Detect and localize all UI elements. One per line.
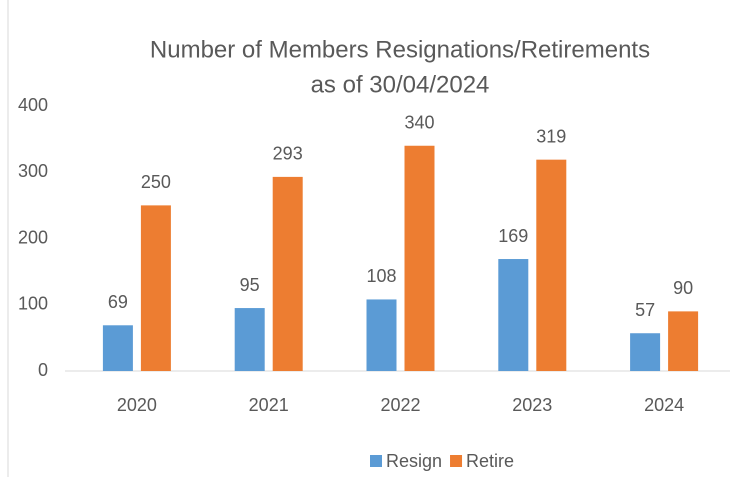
bar <box>102 325 133 371</box>
bar <box>630 333 661 371</box>
legend-swatch <box>370 455 382 467</box>
data-label: 293 <box>273 144 303 164</box>
legend-label: Resign <box>386 451 442 471</box>
data-label: 57 <box>635 300 655 320</box>
data-label: 250 <box>141 172 171 192</box>
x-tick-label: 2021 <box>249 395 289 415</box>
bar <box>536 159 567 371</box>
data-label: 90 <box>673 278 693 298</box>
legend-swatch <box>450 455 463 467</box>
y-tick-label: 300 <box>18 161 48 181</box>
data-label: 340 <box>404 113 434 133</box>
bar <box>140 205 171 371</box>
bar <box>498 259 529 371</box>
data-label: 69 <box>108 292 128 312</box>
y-tick-label: 0 <box>38 360 48 380</box>
bar <box>272 176 303 371</box>
data-label: 319 <box>536 126 566 146</box>
bar <box>668 311 699 371</box>
chart-subtitle: as of 30/04/2024 <box>311 71 490 98</box>
data-label: 169 <box>498 226 528 246</box>
x-tick-label: 2023 <box>512 395 552 415</box>
bar <box>234 308 265 371</box>
data-label: 95 <box>240 275 260 295</box>
bar <box>404 145 435 371</box>
x-tick-label: 2020 <box>117 395 157 415</box>
y-tick-label: 400 <box>18 95 48 115</box>
x-tick-label: 2022 <box>380 395 420 415</box>
chart-title: Number of Members Resignations/Retiremen… <box>150 36 650 63</box>
legend-label: Retire <box>466 451 514 471</box>
y-tick-label: 100 <box>18 294 48 314</box>
data-label: 108 <box>366 266 396 286</box>
x-tick-label: 2024 <box>644 395 684 415</box>
y-tick-label: 200 <box>18 227 48 247</box>
bar <box>366 299 397 371</box>
